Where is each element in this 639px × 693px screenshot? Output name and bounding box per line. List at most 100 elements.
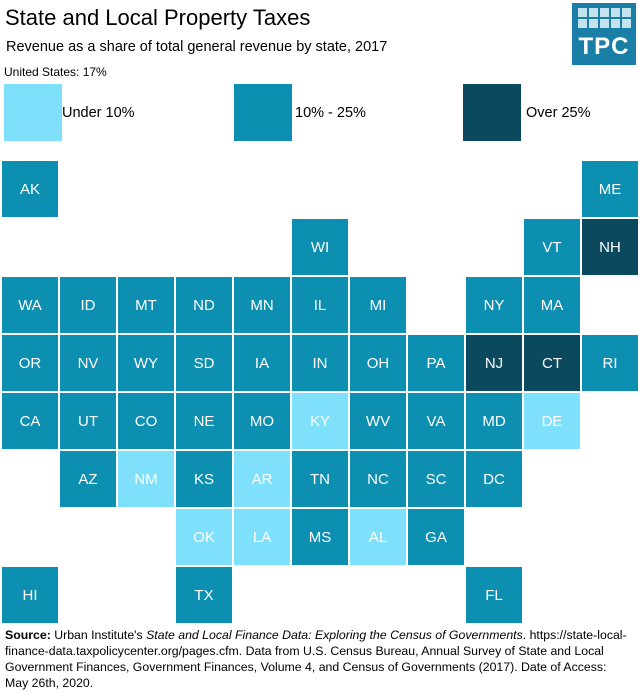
legend-swatch-low [4, 84, 62, 141]
state-label-ne: NE [194, 413, 215, 430]
state-tile-rect-ne [176, 393, 232, 449]
state-label-ms: MS [309, 529, 332, 546]
state-tile-rect-ut [60, 393, 116, 449]
state-label-nh: NH [599, 239, 621, 256]
state-tile-nh: NH [582, 219, 638, 275]
state-label-wv: WV [366, 413, 390, 430]
state-tile-va: VA [408, 393, 464, 449]
state-tile-rect-fl [466, 567, 522, 623]
state-tile-mo: MO [234, 393, 290, 449]
state-tile-rect-co [118, 393, 174, 449]
state-tile-rect-dc [466, 451, 522, 507]
state-label-mi: MI [370, 297, 387, 314]
state-label-hi: HI [23, 587, 38, 604]
state-tile-ny: NY [466, 277, 522, 333]
state-label-tn: TN [310, 471, 330, 488]
state-tile-ia: IA [234, 335, 290, 391]
state-tile-rect-mt [118, 277, 174, 333]
state-label-fl: FL [485, 587, 503, 604]
state-label-ks: KS [194, 471, 214, 488]
state-label-nc: NC [367, 471, 389, 488]
state-tile-sc: SC [408, 451, 464, 507]
state-tile-rect-nv [60, 335, 116, 391]
state-tile-ms: MS [292, 509, 348, 565]
state-tile-rect-ar [234, 451, 290, 507]
state-tile-wv: WV [350, 393, 406, 449]
state-label-ut: UT [78, 413, 98, 430]
legend-swatch-high [463, 84, 521, 141]
state-tile-rect-tn [292, 451, 348, 507]
state-tile-rect-nd [176, 277, 232, 333]
state-label-oh: OH [367, 355, 390, 372]
state-label-ia: IA [255, 355, 269, 372]
state-tile-nv: NV [60, 335, 116, 391]
state-label-ga: GA [425, 529, 447, 546]
chart-subtitle: Revenue as a share of total general reve… [6, 39, 388, 55]
state-tile-il: IL [292, 277, 348, 333]
state-tile-rect-mo [234, 393, 290, 449]
state-tile-vt: VT [524, 219, 580, 275]
source-label: Source: [5, 628, 51, 642]
state-label-mo: MO [250, 413, 274, 430]
state-label-nd: ND [193, 297, 215, 314]
state-tile-rect-de [524, 393, 580, 449]
state-tile-az: AZ [60, 451, 116, 507]
state-label-ak: AK [20, 181, 40, 198]
state-label-ca: CA [20, 413, 41, 430]
state-tile-mn: MN [234, 277, 290, 333]
state-tile-rect-me [582, 161, 638, 217]
state-tile-hi: HI [2, 567, 58, 623]
state-label-tx: TX [194, 587, 213, 604]
chart-title: State and Local Property Taxes [5, 5, 311, 30]
state-label-de: DE [542, 413, 563, 430]
state-tile-rect-mi [350, 277, 406, 333]
state-label-sd: SD [194, 355, 215, 372]
state-tile-rect-la [234, 509, 290, 565]
state-label-vt: VT [542, 239, 561, 256]
state-tile-wa: WA [2, 277, 58, 333]
state-tile-rect-wy [118, 335, 174, 391]
state-label-pa: PA [427, 355, 446, 372]
state-tile-tn: TN [292, 451, 348, 507]
state-tile-mt: MT [118, 277, 174, 333]
state-tile-ut: UT [60, 393, 116, 449]
state-tile-rect-nm [118, 451, 174, 507]
state-tile-rect-nj [466, 335, 522, 391]
state-tile-rect-sd [176, 335, 232, 391]
state-label-az: AZ [78, 471, 97, 488]
state-label-la: LA [253, 529, 271, 546]
state-tile-tx: TX [176, 567, 232, 623]
state-tile-rect-ms [292, 509, 348, 565]
state-label-id: ID [81, 297, 96, 314]
state-tile-rect-ok [176, 509, 232, 565]
state-tile-rect-md [466, 393, 522, 449]
state-label-il: IL [314, 297, 327, 314]
state-tile-rect-hi [2, 567, 58, 623]
state-tile-rect-oh [350, 335, 406, 391]
state-label-in: IN [313, 355, 328, 372]
state-tile-ne: NE [176, 393, 232, 449]
state-label-or: OR [19, 355, 42, 372]
state-tile-rect-or [2, 335, 58, 391]
state-label-co: CO [135, 413, 158, 430]
state-tile-rect-ca [2, 393, 58, 449]
state-label-nv: NV [78, 355, 99, 372]
state-tile-rect-wi [292, 219, 348, 275]
state-tile-md: MD [466, 393, 522, 449]
state-label-me: ME [599, 181, 622, 198]
logo-grid-icon [578, 8, 632, 32]
state-tile-rect-nh [582, 219, 638, 275]
state-tile-rect-nc [350, 451, 406, 507]
state-tile-rect-il [292, 277, 348, 333]
state-label-va: VA [427, 413, 446, 430]
state-tile-rect-ct [524, 335, 580, 391]
state-label-mt: MT [135, 297, 157, 314]
state-tile-rect-ia [234, 335, 290, 391]
legend-label-high: Over 25% [526, 105, 591, 121]
tpc-logo: TPC [572, 3, 636, 65]
state-tile-rect-sc [408, 451, 464, 507]
state-tile-rect-ma [524, 277, 580, 333]
state-label-nj: NJ [485, 355, 503, 372]
logo-text: TPC [578, 33, 630, 60]
